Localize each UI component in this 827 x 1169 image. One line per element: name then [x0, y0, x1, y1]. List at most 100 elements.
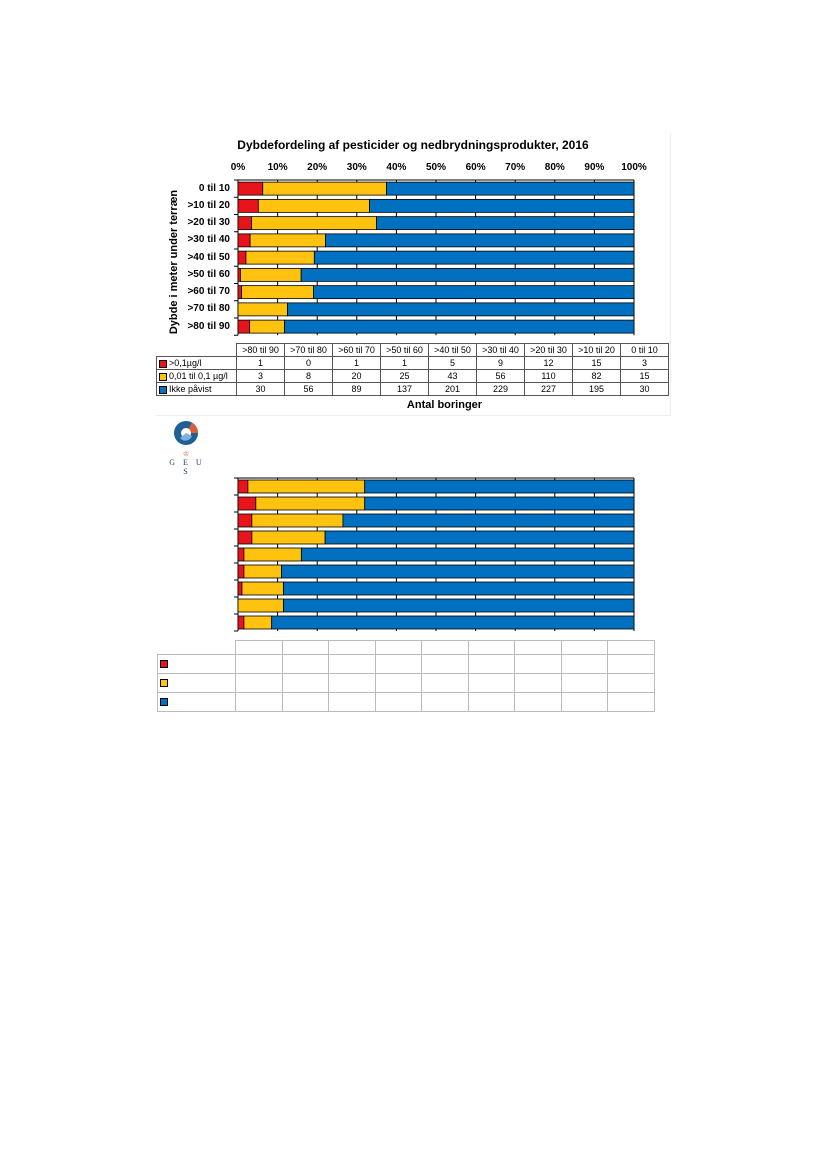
- x-tick-label: 20%: [307, 162, 328, 173]
- table-cell: [281, 692, 329, 712]
- legend-swatch: [159, 372, 167, 381]
- category-label: >70 til 80: [187, 303, 230, 315]
- legend-swatch: [160, 659, 168, 668]
- table-cell: [374, 692, 422, 712]
- bar-segment: [251, 513, 344, 528]
- x-tick-label: 0%: [230, 162, 246, 173]
- category-label: >10 til 20: [187, 199, 230, 211]
- x-tick-label: 70%: [505, 162, 526, 173]
- bar-segment: [251, 530, 326, 545]
- x-tick-label: 90%: [584, 162, 605, 173]
- table-cell: 30: [620, 382, 669, 396]
- legend-label: 0,01 til 0,1 µg/l: [169, 371, 228, 381]
- category-label: 0 til 10: [198, 182, 230, 194]
- table-cell: [467, 673, 515, 693]
- data-table-2: [157, 640, 655, 712]
- bar-segment: [283, 581, 635, 596]
- table-row: [157, 673, 655, 693]
- table-cell: [235, 673, 283, 693]
- x-tick-label: 100%: [621, 162, 647, 173]
- legend-cell: [157, 692, 236, 712]
- bar-segment: [284, 319, 635, 334]
- bar-segment: [386, 181, 635, 196]
- table-cell: 201: [428, 382, 477, 396]
- table-row: [157, 654, 655, 674]
- bar-segment: [237, 598, 284, 613]
- table-cell: [421, 654, 469, 674]
- table-cell: [607, 692, 655, 712]
- x-tick-label: 40%: [386, 162, 407, 173]
- bar-segment: [237, 513, 253, 528]
- table-cell: [157, 640, 236, 655]
- table-cell: [328, 673, 376, 693]
- geus-logo-icon: ♔: [174, 421, 198, 458]
- bar-segment: [376, 216, 635, 231]
- bar-segment: [300, 267, 635, 282]
- table-cell: [514, 692, 562, 712]
- table-cell: [607, 654, 655, 674]
- table-cell: [328, 640, 376, 655]
- table-cell: [374, 640, 422, 655]
- table-cell: [607, 673, 655, 693]
- bar-segment: [271, 615, 635, 630]
- table-cell: [281, 654, 329, 674]
- legend-swatch: [160, 697, 168, 706]
- bar-segment: [281, 564, 635, 579]
- x-tick-label: 50%: [425, 162, 447, 173]
- bar-segment: [241, 581, 284, 596]
- legend-swatch: [159, 385, 167, 394]
- category-label: >40 til 50: [187, 251, 230, 263]
- table-cell: [328, 692, 376, 712]
- table-row: >0,1µg/l 1 0 1 1 5 9 12 15 3: [156, 356, 669, 370]
- bar-segment: [283, 598, 635, 613]
- bar-segment: [324, 530, 635, 545]
- table-cell: [514, 640, 562, 655]
- bar-segment: [237, 547, 245, 562]
- table-row: [157, 692, 655, 712]
- table-cell: [374, 673, 422, 693]
- legend-swatch: [160, 678, 168, 687]
- bar-segment: [237, 615, 245, 630]
- table-row: Ikke påvist 30 56 89 137 201 229 227 195 30: [156, 382, 669, 396]
- bar-segment: [237, 564, 245, 579]
- bar-segment: [369, 198, 635, 213]
- table-cell: [421, 640, 469, 655]
- bar-segment: [237, 581, 243, 596]
- bar-segment: [255, 496, 366, 511]
- bar-segment: [243, 547, 302, 562]
- legend-label: >0,1µg/l: [169, 358, 202, 368]
- legend-label: Ikke påvist: [169, 384, 212, 394]
- category-label: >20 til 30: [187, 217, 230, 229]
- table-cell: [514, 654, 562, 674]
- logo-text: G E U S: [169, 458, 205, 476]
- bar-segment: [364, 479, 635, 494]
- table-cell: [235, 640, 283, 655]
- bar-segment: [237, 479, 249, 494]
- bar-segment: [325, 233, 635, 248]
- table-cell: [560, 673, 608, 693]
- table-cell: [235, 654, 283, 674]
- bar-segment: [243, 615, 273, 630]
- table-cell: [467, 640, 515, 655]
- table-cell: [281, 673, 329, 693]
- bar-segment: [247, 479, 366, 494]
- table-cell: [607, 640, 655, 655]
- category-label: >60 til 70: [187, 286, 230, 298]
- bar-segment: [342, 513, 635, 528]
- category-label: >50 til 60: [187, 268, 230, 280]
- bar-segment: [243, 564, 282, 579]
- table-cell: [467, 692, 515, 712]
- x-tick-label: 10%: [267, 162, 288, 173]
- table-cell: [467, 654, 515, 674]
- table-cell: [560, 692, 608, 712]
- category-label: >80 til 90: [187, 320, 230, 332]
- table-cell: [421, 692, 469, 712]
- category-label: >30 til 40: [187, 234, 230, 246]
- legend-swatch: [159, 359, 167, 368]
- table-cell: [328, 654, 376, 674]
- legend-cell: [157, 673, 236, 693]
- table-cell: [560, 654, 608, 674]
- table-cell: [560, 640, 608, 655]
